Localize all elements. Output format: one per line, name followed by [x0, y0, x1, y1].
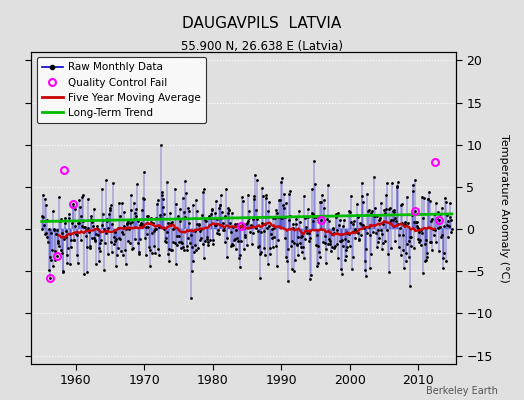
Text: DAUGAVPILS  LATVIA: DAUGAVPILS LATVIA	[182, 16, 342, 31]
Legend: Raw Monthly Data, Quality Control Fail, Five Year Moving Average, Long-Term Tren: Raw Monthly Data, Quality Control Fail, …	[37, 57, 206, 123]
Y-axis label: Temperature Anomaly (°C): Temperature Anomaly (°C)	[499, 134, 509, 282]
Text: Berkeley Earth: Berkeley Earth	[426, 386, 498, 396]
Text: 55.900 N, 26.638 E (Latvia): 55.900 N, 26.638 E (Latvia)	[181, 40, 343, 53]
